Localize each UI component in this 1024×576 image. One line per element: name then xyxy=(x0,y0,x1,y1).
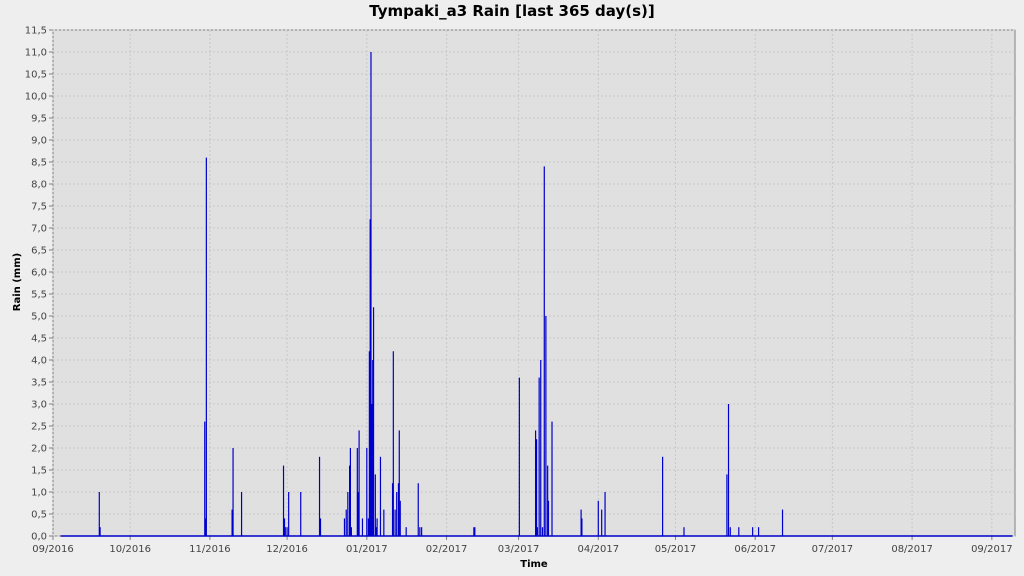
x-tick-label: 04/2017 xyxy=(578,544,620,555)
x-tick-label: 07/2017 xyxy=(812,544,854,555)
x-axis-label: Time xyxy=(520,559,548,570)
y-tick-label: 11,5 xyxy=(25,26,47,37)
chart-title: Tympaki_a3 Rain [last 365 day(s)] xyxy=(369,2,655,20)
y-tick-label: 3,0 xyxy=(31,400,47,411)
y-tick-label: 0,0 xyxy=(31,532,47,543)
y-tick-label: 2,5 xyxy=(31,422,47,433)
y-tick-label: 8,0 xyxy=(31,180,47,191)
plot-area xyxy=(52,29,1016,537)
x-tick-label: 06/2017 xyxy=(734,544,776,555)
y-tick-label: 10,0 xyxy=(25,92,47,103)
y-tick-label: 5,5 xyxy=(31,290,47,301)
bars xyxy=(60,52,1013,537)
y-tick-label: 1,5 xyxy=(31,466,47,477)
x-tick-label: 02/2017 xyxy=(426,544,468,555)
y-tick-label: 11,0 xyxy=(25,48,47,59)
y-tick-label: 9,5 xyxy=(31,114,47,125)
x-tick-label: 09/2017 xyxy=(971,544,1013,555)
y-tick-label: 0,5 xyxy=(31,510,47,521)
y-tick-label: 6,5 xyxy=(31,246,47,257)
y-tick-label: 6,0 xyxy=(31,268,47,279)
y-tick-label: 1,0 xyxy=(31,488,47,499)
y-tick-label: 2,0 xyxy=(31,444,47,455)
y-tick-label: 4,0 xyxy=(31,356,47,367)
grid xyxy=(52,29,1015,537)
y-tick-label: 10,5 xyxy=(25,70,47,81)
y-tick-label: 8,5 xyxy=(31,158,47,169)
x-tick-label: 05/2017 xyxy=(655,544,697,555)
x-tick-label: 01/2017 xyxy=(346,544,388,555)
y-tick-label: 9,0 xyxy=(31,136,47,147)
axis-ticks: 0,0 0,5 1,0 1,5 2,0 2,5 3,0 3,5 4,0 4,5 5,0 5,5 6,0 6… xyxy=(25,26,1013,556)
x-tick-label: 09/2016 xyxy=(32,544,74,555)
y-tick-label: 3,5 xyxy=(31,378,47,389)
x-tick-label: 10/2016 xyxy=(109,544,151,555)
y-axis-label: Rain (mm) xyxy=(12,253,23,311)
y-tick-label: 7,5 xyxy=(31,202,47,213)
x-tick-label: 03/2017 xyxy=(498,544,540,555)
y-tick-label: 4,5 xyxy=(31,334,47,345)
y-tick-label: 7,0 xyxy=(31,224,47,235)
y-tick-label: 5,0 xyxy=(31,312,47,323)
x-tick-label: 11/2016 xyxy=(189,544,231,555)
x-tick-label: 08/2017 xyxy=(891,544,933,555)
x-tick-label: 12/2016 xyxy=(266,544,308,555)
